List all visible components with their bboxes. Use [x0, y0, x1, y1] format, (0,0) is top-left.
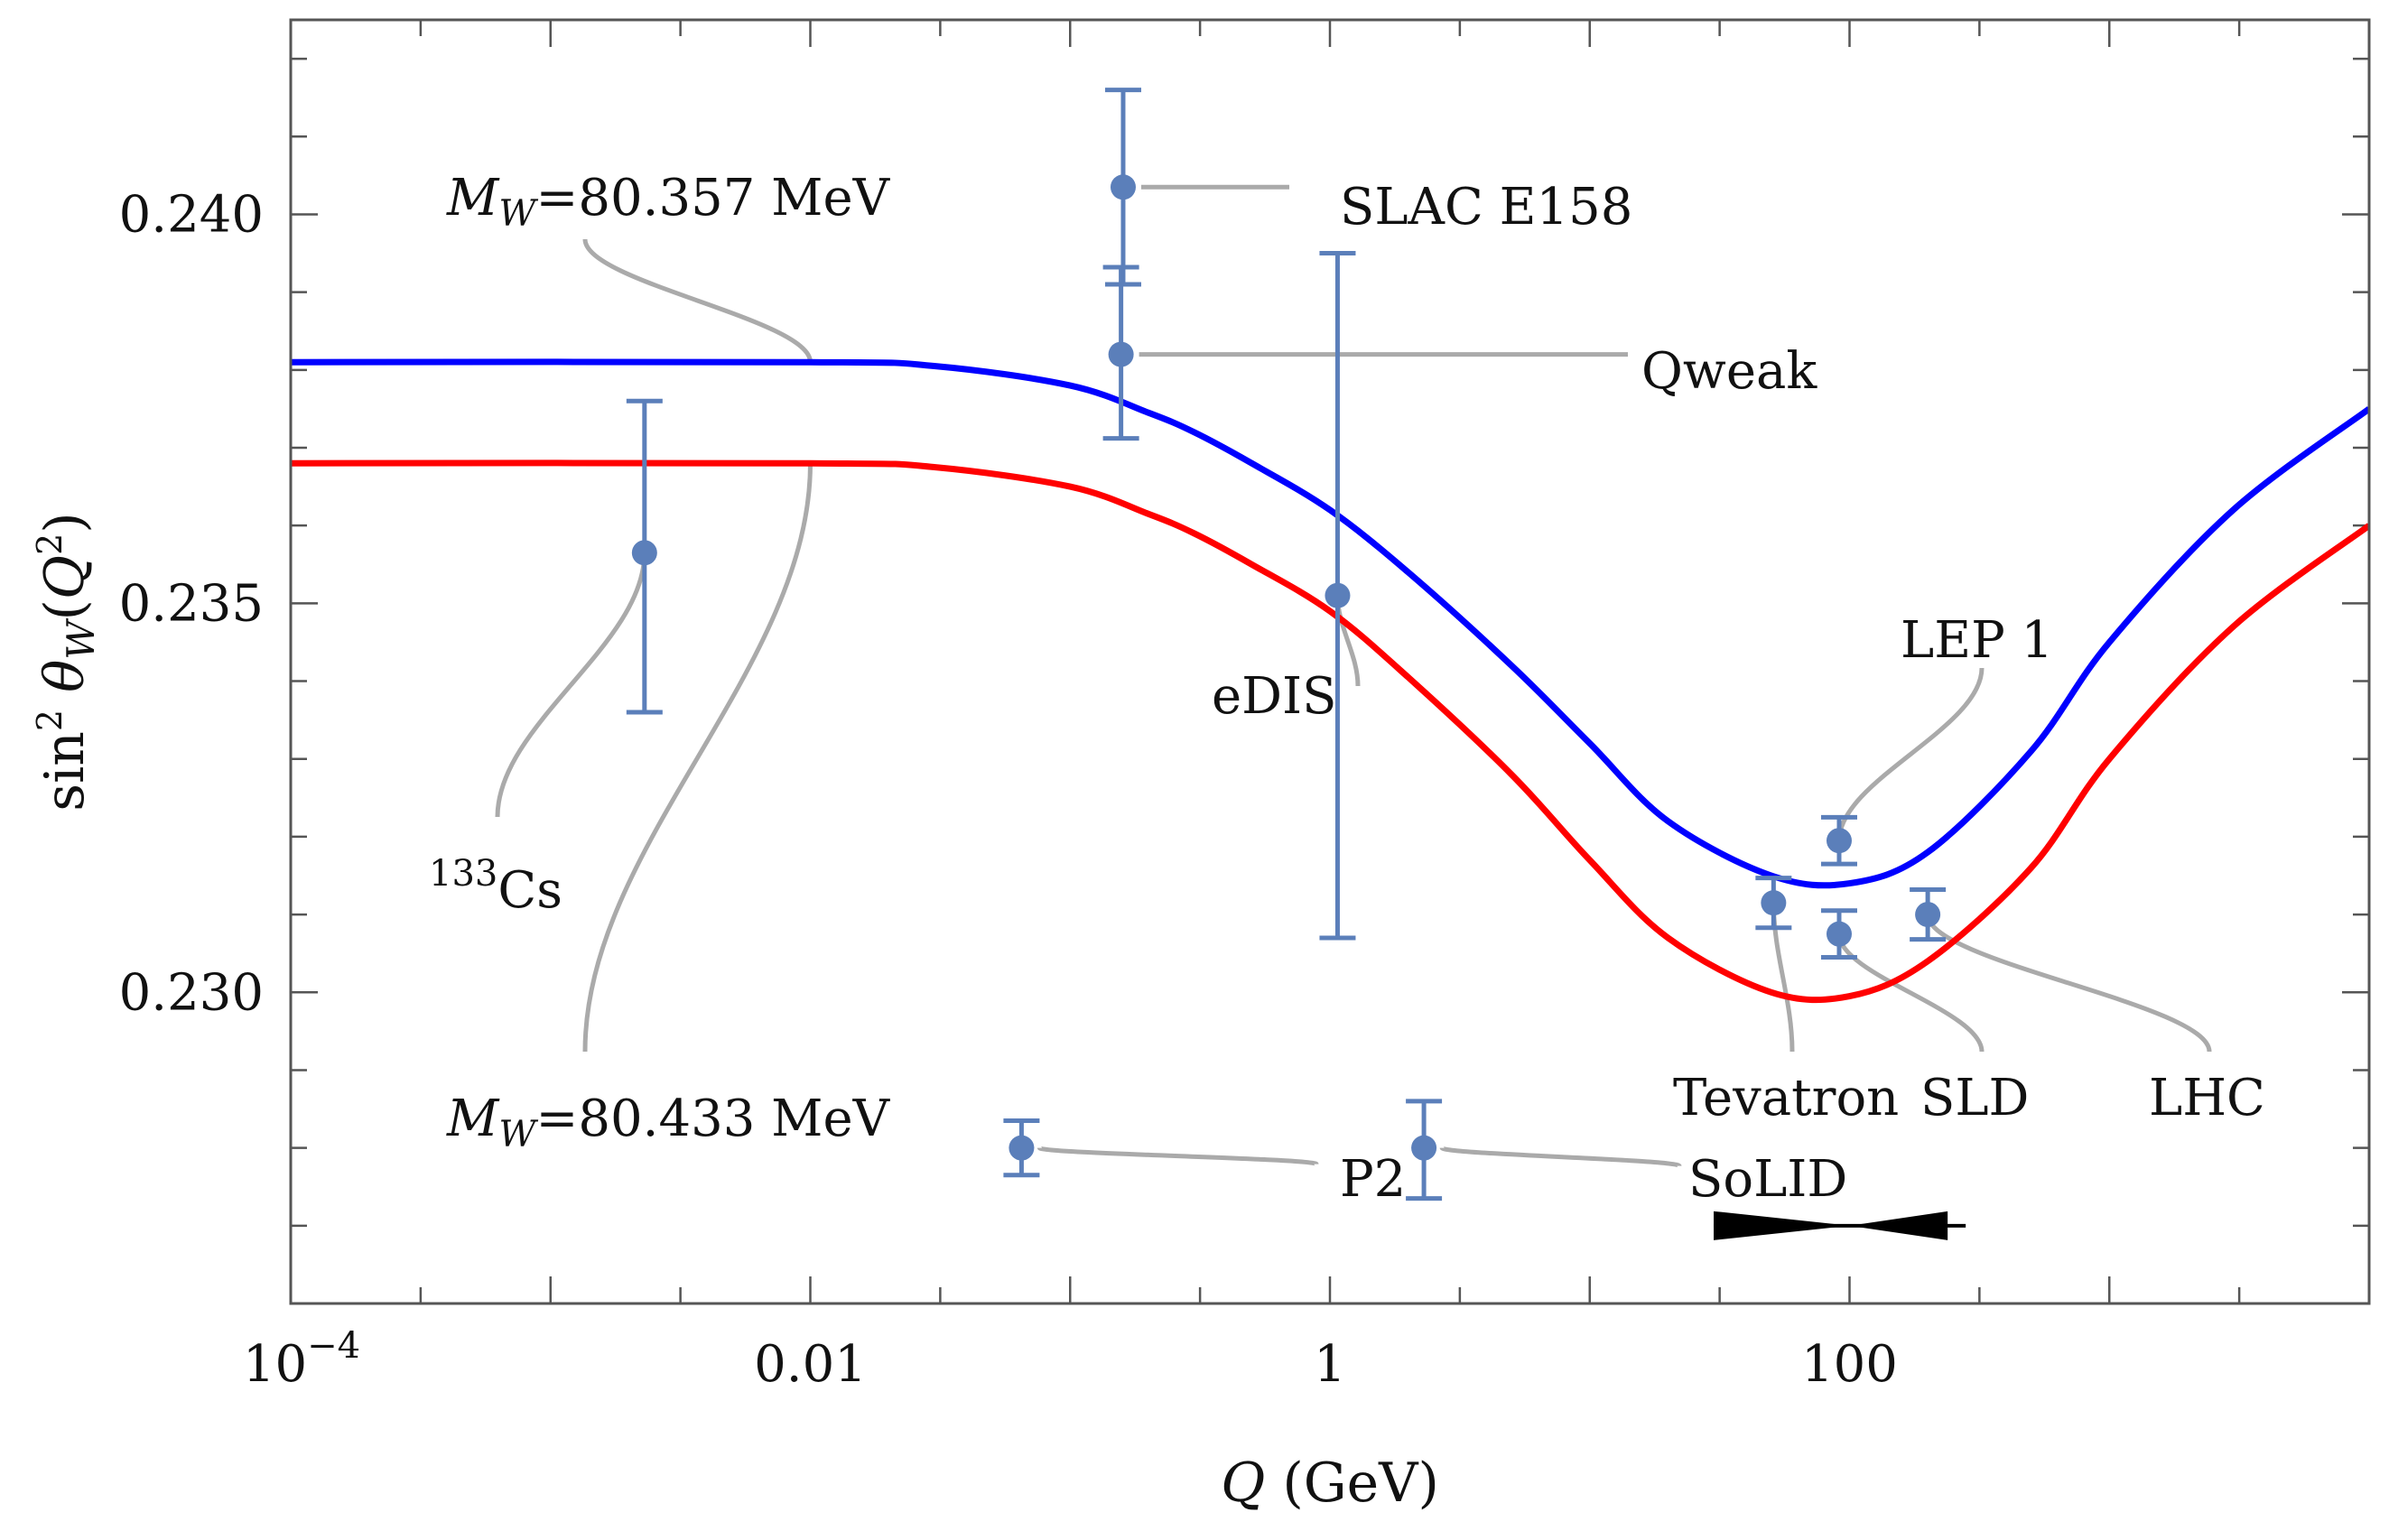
- point-label: eDIS: [1212, 667, 1337, 726]
- leader-line: [495, 552, 647, 818]
- y-tick-label: 0.235: [119, 574, 264, 633]
- bowtie-right: [1849, 1211, 1948, 1240]
- data-point: [1110, 174, 1136, 200]
- x-tick-label: 1: [1314, 1335, 1346, 1394]
- data-point: [1108, 341, 1134, 367]
- data-labels: MW=80.357 MeV MW=80.433 MeV 133Cs SLAC E158…: [429, 169, 2265, 1240]
- data-point: [1009, 1135, 1035, 1161]
- point-label: 133Cs: [429, 853, 562, 920]
- point-label: LHC: [2149, 1069, 2265, 1127]
- data-points: [626, 88, 1947, 1201]
- theory-curves: [291, 358, 2369, 1004]
- data-point: [1826, 828, 1852, 854]
- leader-line: [1925, 914, 2212, 1053]
- y-tick-label: 0.240: [119, 185, 264, 244]
- point-label: SoLID: [1688, 1150, 1847, 1209]
- y-axis-title: sin2 θW(Q2): [30, 512, 103, 811]
- series-line: [291, 459, 2369, 1004]
- bowtie-left: [1714, 1211, 1850, 1240]
- data-point: [1411, 1135, 1437, 1161]
- tick-labels: 10−4 0.01 1 100 0.230 0.235 0.240: [119, 185, 1898, 1394]
- x-tick-label: 10−4: [243, 1325, 360, 1394]
- data-point: [1325, 582, 1351, 608]
- data-point: [631, 540, 657, 566]
- y-tick-label: 0.230: [119, 963, 264, 1022]
- plot-frame: [289, 18, 2371, 1305]
- point-label: Qweak: [1641, 342, 1817, 401]
- leader-line: [1836, 933, 1985, 1053]
- leader-line: [582, 463, 813, 1053]
- x-tick-label: 100: [1801, 1335, 1898, 1394]
- point-label: P2: [1340, 1150, 1406, 1209]
- x-axis-title: Q (GeV): [1221, 1452, 1439, 1515]
- curve-label: MW=80.433 MeV: [446, 1090, 891, 1155]
- leader-line: [1036, 1146, 1319, 1167]
- leader-line: [582, 238, 813, 363]
- data-point: [1761, 890, 1787, 916]
- data-point: [1915, 902, 1941, 928]
- point-label: SLAC E158: [1340, 178, 1632, 237]
- series-line: [291, 358, 2369, 889]
- point-label: Tevatron: [1673, 1069, 1899, 1127]
- curve-label: MW=80.357 MeV: [446, 169, 891, 235]
- point-label: SLD: [1920, 1069, 2029, 1127]
- point-label: LEP 1: [1901, 611, 2053, 670]
- x-tick-label: 0.01: [754, 1335, 867, 1394]
- leader-line: [1439, 1146, 1682, 1169]
- axis-ticks: [289, 20, 2371, 1305]
- data-point: [1826, 921, 1852, 947]
